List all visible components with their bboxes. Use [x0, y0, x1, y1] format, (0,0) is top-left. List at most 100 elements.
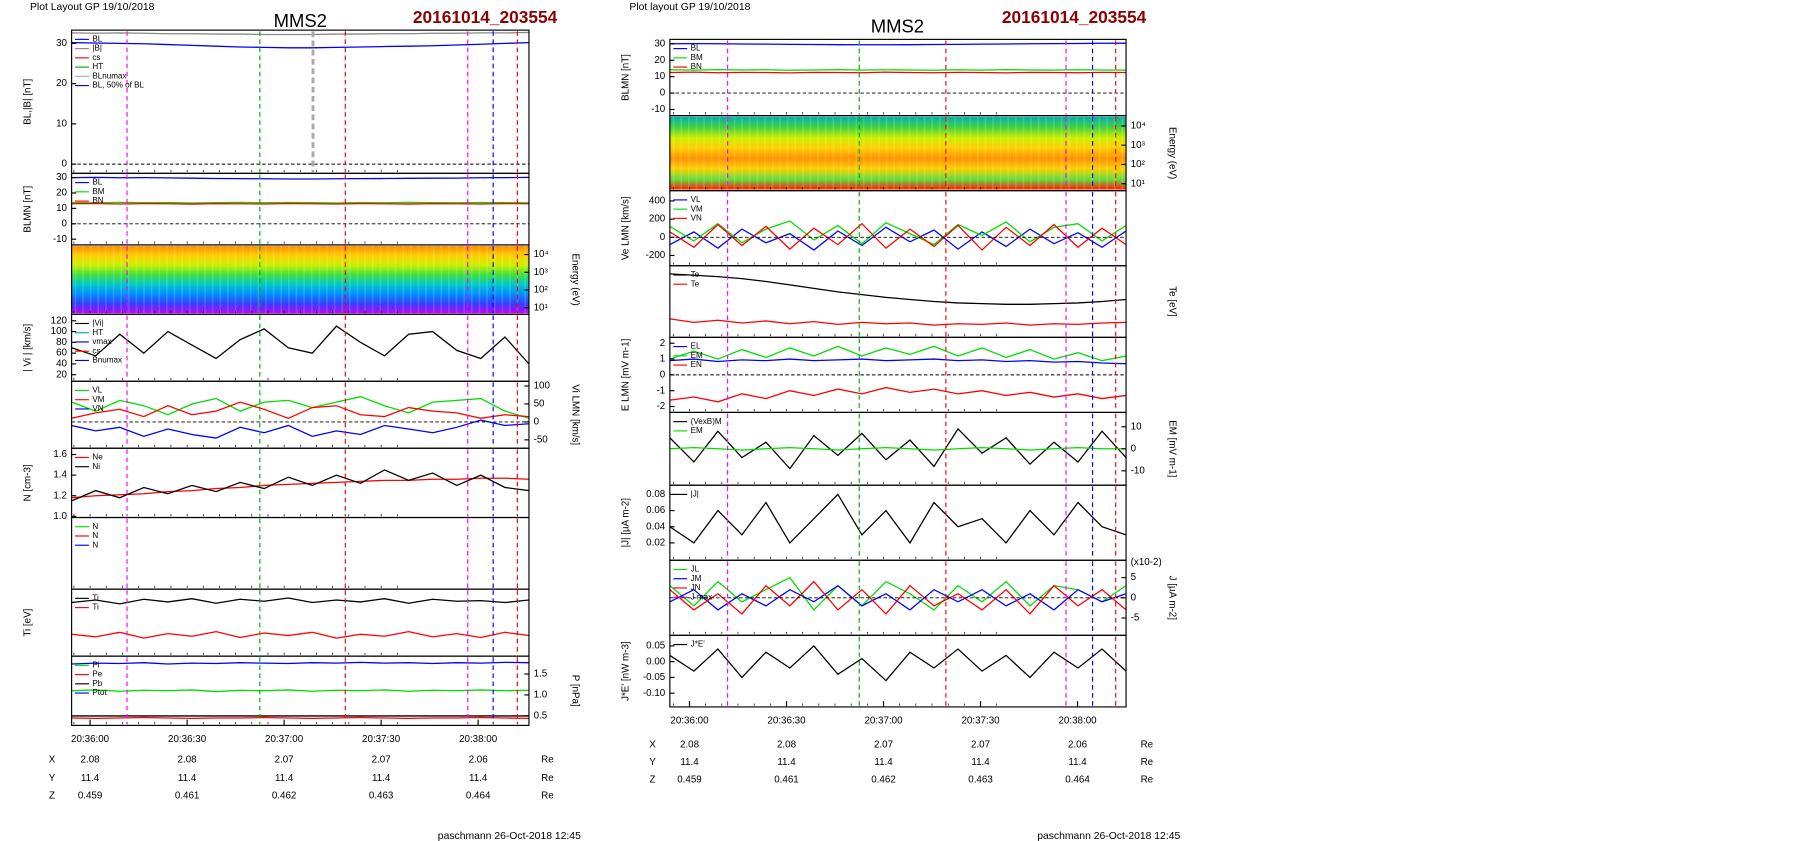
y-tick-label: 0	[534, 417, 540, 428]
legend-label: EM	[691, 351, 703, 360]
data-line	[71, 477, 529, 499]
y-tick-label: -10	[1131, 465, 1146, 476]
data-line	[669, 447, 1127, 451]
legend-label: BL, 50% of BL	[92, 81, 144, 90]
y-tick-label: -0.05	[643, 672, 666, 683]
ephemeris-label: Y	[649, 757, 656, 768]
y-tick-label: 0.05	[646, 641, 666, 652]
data-line	[669, 68, 1127, 71]
data-line	[669, 273, 1127, 305]
ephemeris-unit: Re	[541, 773, 554, 784]
ephemeris-value: 0.464	[466, 790, 491, 801]
y-tick-label: 0.5	[534, 710, 548, 721]
legend-label: EM	[691, 426, 703, 435]
y-axis-label: Ti [eV]	[22, 608, 33, 636]
legend-label: BN	[92, 196, 103, 205]
y-tick-label: 0	[62, 159, 68, 170]
y-axis-label: N [cm-3]	[22, 464, 33, 501]
legend-label: VL	[92, 386, 102, 395]
legend-label: HT	[92, 62, 103, 71]
y-tick-label: 0	[1131, 443, 1137, 454]
legend-label: Pe	[92, 670, 102, 679]
legend-label: BL	[92, 178, 102, 187]
legend-label: (VexB)M	[691, 417, 722, 426]
spacecraft: MMS2	[274, 10, 327, 31]
data-line	[71, 630, 530, 639]
scale-note: (x10-2)	[1131, 557, 1162, 568]
y-axis-label: | Vi | [km/s]	[22, 324, 33, 372]
y-tick-label: 10⁴	[1131, 121, 1146, 132]
ephemeris-unit: Re	[1141, 757, 1154, 768]
y-axis-label: J*E' [nW m-3]	[621, 641, 632, 701]
y-tick-label: 1.4	[53, 470, 67, 481]
y-tick-label: 20	[56, 188, 67, 199]
y-tick-label: 1.2	[53, 490, 67, 501]
x-tick-label: 20:36:30	[168, 734, 207, 745]
legend-label: BL	[691, 44, 701, 53]
data-line	[71, 31, 529, 36]
y-tick-label: -10	[651, 104, 666, 115]
legend-label: vmax	[92, 337, 111, 346]
y-tick-label: 10	[1131, 421, 1142, 432]
y-tick-label: 0.02	[646, 538, 665, 549]
panel-frame	[669, 38, 1127, 117]
y-axis-label: BLMN [nT]	[22, 185, 33, 232]
panel-frame	[71, 447, 530, 519]
y-tick-label: 1	[660, 354, 665, 365]
data-line	[71, 419, 530, 439]
legend-label: VL	[691, 195, 701, 204]
y-axis-label: Energy (eV)	[570, 253, 581, 305]
y-tick-label: -5	[1131, 613, 1140, 624]
ephemeris-value: 2.07	[874, 740, 893, 751]
ephemeris-value: 11.4	[178, 773, 197, 784]
ephemeris-value: 2.08	[178, 755, 198, 766]
ephemeris-value: 0.462	[272, 790, 297, 801]
y-tick-label: 10³	[1131, 140, 1146, 151]
y-tick-label: -1	[657, 385, 666, 396]
event-id: 20161014_203554	[1002, 7, 1147, 27]
ephemeris-value: 2.08	[81, 755, 101, 766]
data-line	[71, 689, 529, 693]
data-line	[669, 222, 1127, 251]
x-tick-label: 20:37:30	[362, 734, 401, 745]
legend-label: |J|	[691, 490, 699, 499]
y-tick-label: 20	[56, 78, 67, 89]
y-tick-label: 120	[51, 315, 68, 326]
legend-label: Ptot	[92, 688, 107, 697]
legend-label: cs	[92, 53, 100, 62]
data-line	[71, 325, 530, 365]
y-tick-label: 100	[51, 326, 68, 337]
x-tick-label: 20:37:00	[265, 734, 304, 745]
y-axis-label: Energy (eV)	[1167, 127, 1178, 179]
data-line	[669, 318, 1127, 326]
y-tick-label: 0.00	[646, 656, 666, 667]
x-tick-label: 20:36:00	[71, 734, 110, 745]
y-tick-label: 10	[56, 118, 67, 129]
y-axis-label: J [µA m-2]	[1167, 576, 1178, 621]
panel-frame	[669, 265, 1127, 338]
legend-label: EL	[691, 342, 701, 351]
legend-label: J*E'	[691, 640, 706, 649]
data-line	[71, 396, 530, 419]
legend-label: JL	[691, 565, 700, 574]
ephemeris-value: 0.459	[677, 774, 702, 785]
panel-frame	[71, 313, 530, 382]
legend-label: BL	[92, 35, 102, 44]
y-tick-label: 1.5	[534, 669, 548, 680]
y-axis-label: BL,|B| [nT]	[22, 79, 33, 125]
y-tick-label: -0.10	[643, 688, 666, 699]
ephemeris-value: 0.462	[871, 774, 896, 785]
y-tick-label: 30	[56, 38, 67, 49]
y-tick-label: 80	[56, 337, 67, 348]
legend-label: Pb	[92, 679, 102, 688]
legend-label: BN	[691, 62, 702, 71]
y-tick-label: 20	[654, 55, 665, 66]
legend-label: VM	[92, 395, 104, 404]
y-tick-label: 60	[56, 348, 67, 359]
spectrogram	[71, 246, 529, 314]
y-tick-label: 0	[660, 232, 666, 243]
ephemeris-unit: Re	[541, 755, 554, 766]
data-line	[669, 358, 1127, 365]
data-line	[669, 493, 1127, 545]
ephemeris-value: 11.4	[275, 773, 294, 784]
